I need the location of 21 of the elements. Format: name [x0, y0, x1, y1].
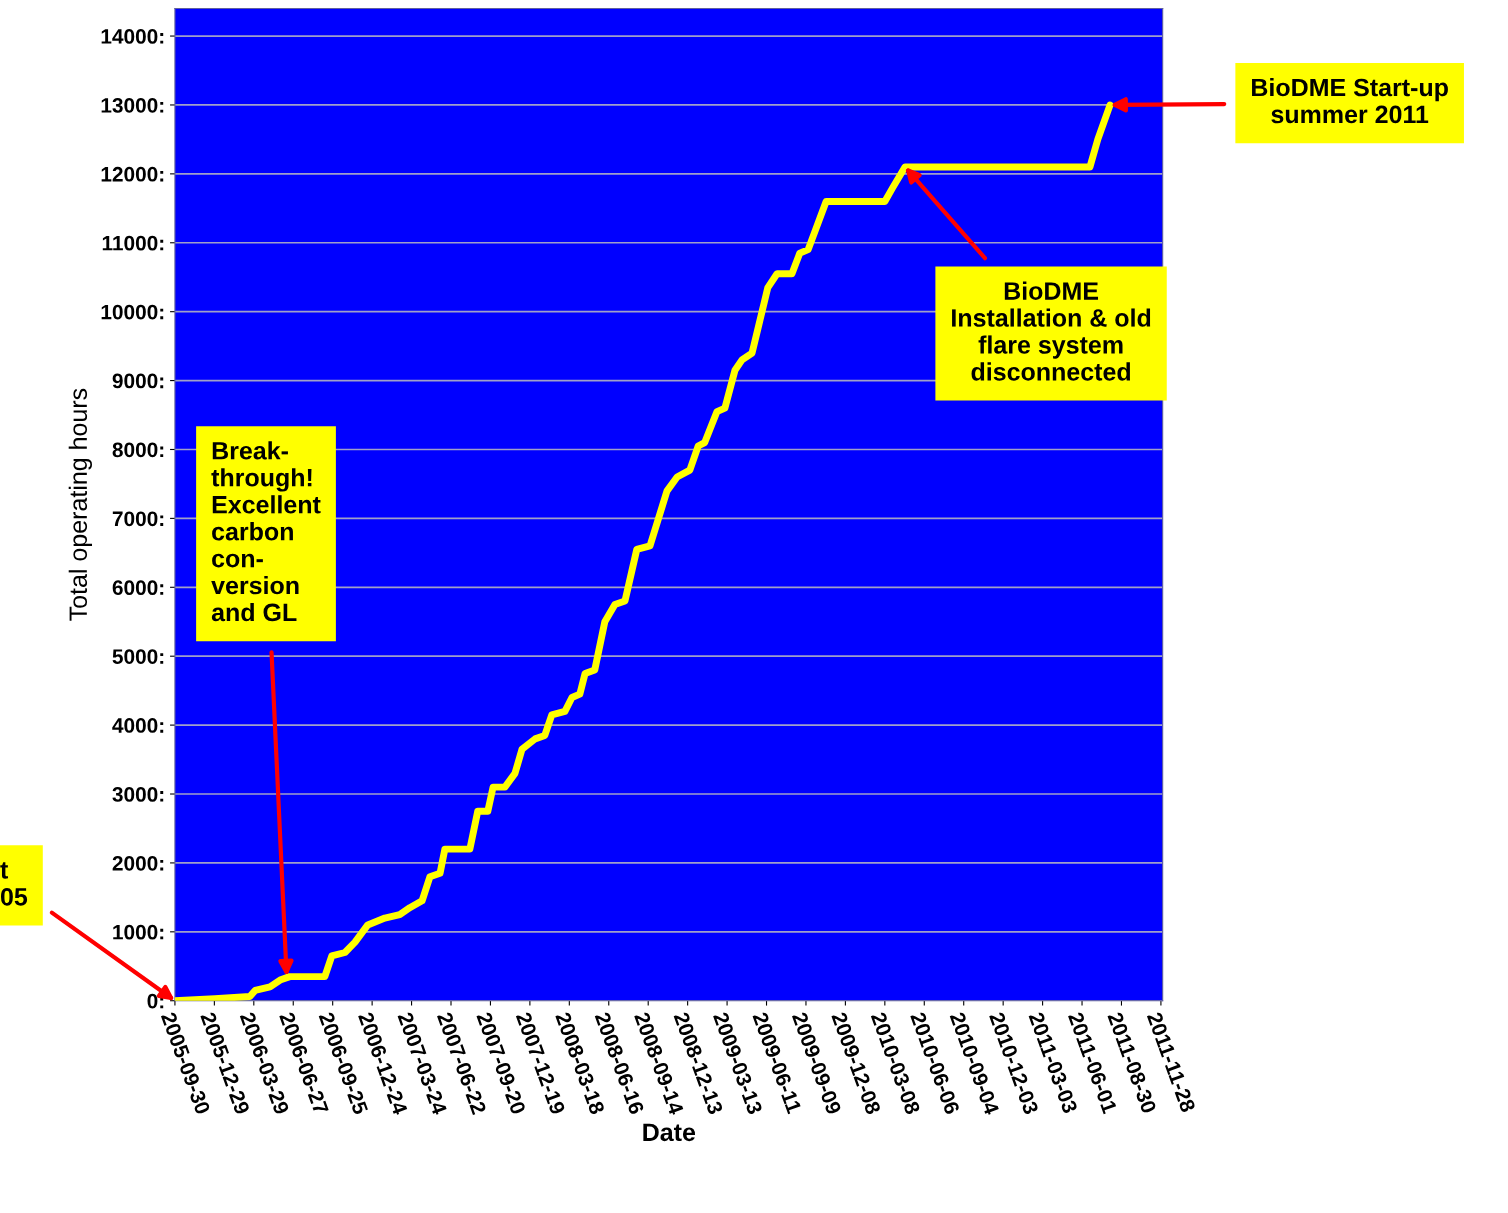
- y-tick-label: 9000:: [112, 373, 164, 389]
- annotation: BioDME Installation & old flare system disconnected: [952, 281, 1151, 381]
- y-tick-label: 2000:: [112, 855, 164, 871]
- y-axis-title: Total operating hours: [68, 388, 93, 621]
- y-tick-label: 10000:: [101, 304, 164, 320]
- y-tick-label: 5000:: [112, 649, 164, 664]
- y-tick-label: 6000:: [112, 580, 164, 596]
- y-tick-label: 3000:: [112, 787, 164, 802]
- y-tick-label: 1000:: [113, 924, 164, 940]
- y-tick-label: 12000:: [101, 166, 164, 182]
- y-tick-label: 0:: [147, 993, 164, 1009]
- y-tick-label: 11000:: [102, 235, 164, 251]
- annotation: t 05: [0, 862, 28, 906]
- y-tick-label: 13000:: [101, 97, 164, 113]
- x-axis-title: Date: [643, 1123, 696, 1142]
- y-tick-label: 4000:: [112, 718, 164, 733]
- y-tick-label: 14000:: [101, 29, 164, 44]
- y-tick-label: 7000:: [112, 511, 164, 527]
- y-tick-label: 8000:: [112, 442, 164, 458]
- annotation: Break- through! Excellent carbon con- version and GL: [211, 441, 321, 622]
- annotation: BioDME Start-up summer 2011: [1252, 77, 1448, 124]
